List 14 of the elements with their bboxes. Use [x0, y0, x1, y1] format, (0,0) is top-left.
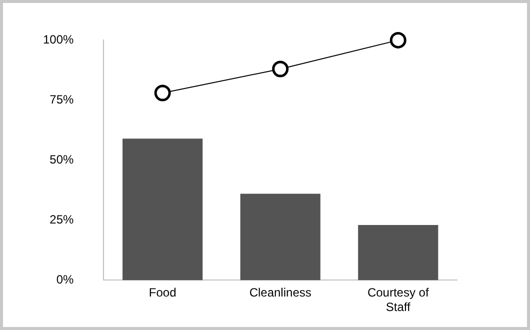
bar [240, 194, 320, 280]
x-tick-label: Food [148, 286, 176, 300]
y-tick-label: 0% [56, 272, 74, 287]
point [390, 32, 406, 48]
y-tick-label: 100% [42, 32, 74, 47]
x-tick-label: Cleanliness [249, 286, 312, 300]
point [272, 60, 289, 78]
y-tick-label: 25% [50, 212, 74, 227]
x-tick-label: Courtesy of Staff [367, 286, 430, 314]
bar [122, 138, 203, 280]
y-tick-label: 75% [50, 92, 74, 107]
point [154, 84, 171, 102]
y-tick-label: 50% [50, 152, 74, 167]
bar [358, 225, 438, 280]
